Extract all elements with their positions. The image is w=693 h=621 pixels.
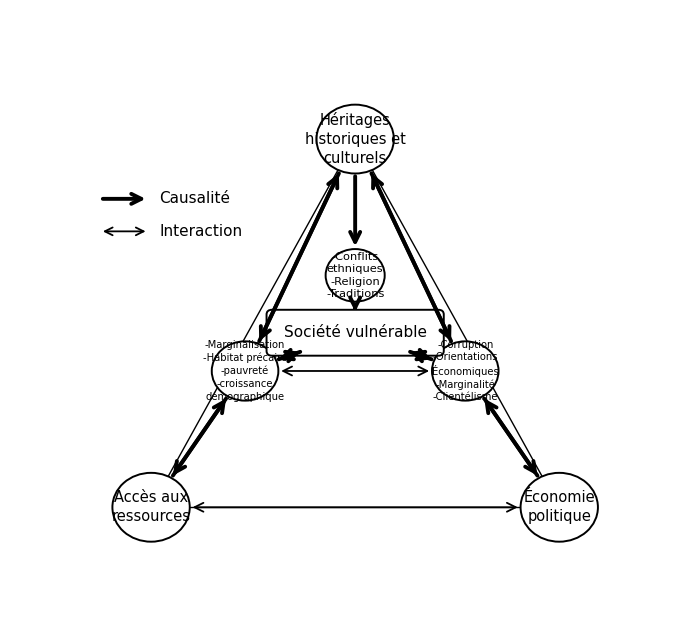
Text: Société vulnérable: Société vulnérable <box>283 325 427 340</box>
FancyBboxPatch shape <box>267 310 444 356</box>
Text: -Marginalisation
-Habitat précaire
-pauvreté
-croissance
démographique: -Marginalisation -Habitat précaire -pauv… <box>203 340 287 402</box>
Text: Interaction: Interaction <box>159 224 243 239</box>
Circle shape <box>112 473 190 542</box>
Circle shape <box>326 249 385 302</box>
Circle shape <box>212 342 279 401</box>
Circle shape <box>317 105 394 173</box>
Circle shape <box>432 342 498 401</box>
Text: Économie
politique: Économie politique <box>523 491 595 524</box>
Circle shape <box>520 473 598 542</box>
Text: -Conflits
ethniques
-Religion
-Traditions: -Conflits ethniques -Religion -Tradition… <box>326 252 385 299</box>
Text: Accès aux
ressources: Accès aux ressources <box>112 491 191 524</box>
Text: Causalité: Causalité <box>159 191 230 206</box>
Text: Héritages
historiques et
culturels: Héritages historiques et culturels <box>305 112 405 166</box>
Text: -Corruption
-Orientations
Économiques
-Marginalité
-Clientélisme: -Corruption -Orientations Économiques -M… <box>432 340 499 402</box>
